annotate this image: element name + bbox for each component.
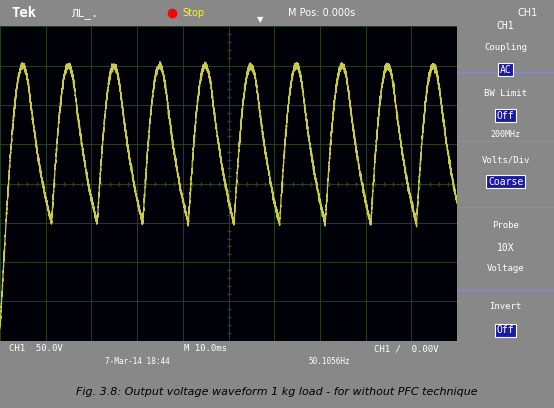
Text: Off: Off [497,111,514,121]
Text: ▼: ▼ [257,15,264,24]
Text: Volts/Div: Volts/Div [481,155,530,164]
Text: BW Limit: BW Limit [484,89,527,98]
Text: Coarse: Coarse [488,177,523,187]
Text: ЛL̲.: ЛL̲. [72,8,99,19]
Text: Stop: Stop [183,8,205,18]
Text: 10X: 10X [497,243,514,253]
Text: Fig. 3.8: Output voltage waveform 1 kg load - for without PFC technique: Fig. 3.8: Output voltage waveform 1 kg l… [76,387,478,397]
Text: Off: Off [497,326,514,335]
Text: Voltage: Voltage [487,264,524,273]
Text: 7-Mar-14 18:44: 7-Mar-14 18:44 [105,357,170,366]
Text: Invert: Invert [489,302,522,311]
Text: Probe: Probe [492,221,519,231]
Text: CH1  50.0V: CH1 50.0V [9,344,63,353]
Text: CH1 /  0.00V: CH1 / 0.00V [375,344,439,353]
Text: CH1: CH1 [517,8,537,18]
Text: CH1: CH1 [497,21,514,31]
Text: 50.1056Hz: 50.1056Hz [308,357,350,366]
Text: M Pos: 0.000s: M Pos: 0.000s [288,8,355,18]
Text: M 10.0ms: M 10.0ms [184,344,227,353]
Text: 200MHz: 200MHz [490,129,521,139]
Text: AC: AC [500,65,511,75]
Text: Tek: Tek [11,6,36,20]
Text: Coupling: Coupling [484,43,527,52]
